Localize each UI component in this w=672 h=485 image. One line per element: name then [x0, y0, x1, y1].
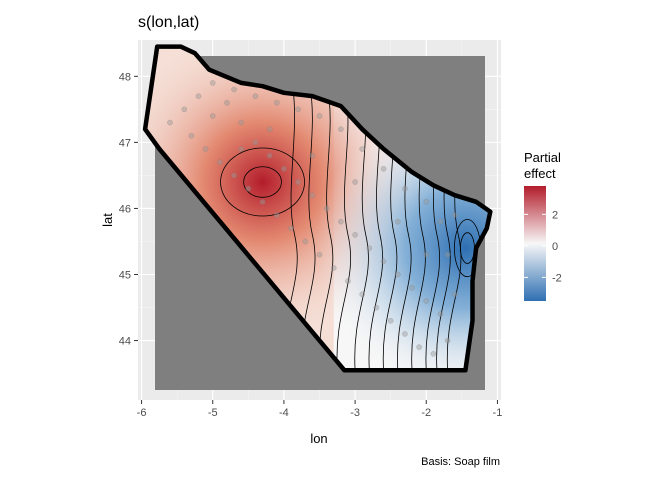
observation-point: [195, 93, 202, 99]
legend-title-line-2: effect: [524, 166, 556, 181]
y-tick-label: 46: [119, 203, 131, 215]
observation-point: [409, 284, 415, 291]
observation-point: [281, 165, 287, 172]
x-tick-label: -1: [493, 407, 503, 419]
surface-low: [315, 98, 491, 371]
observation-point: [380, 258, 387, 265]
observation-point: [252, 139, 259, 146]
observation-point: [238, 146, 245, 152]
observation-point: [423, 198, 430, 205]
observation-points: [167, 80, 458, 357]
observation-point: [451, 212, 458, 218]
legend-tick-label: -2: [552, 272, 562, 284]
observation-point: [345, 278, 351, 284]
observation-point: [181, 106, 188, 113]
x-tick-label: -2: [421, 407, 431, 419]
observation-point: [309, 192, 316, 199]
observation-point: [338, 218, 344, 225]
observation-point: [380, 165, 387, 172]
observation-point: [394, 218, 401, 225]
observation-point: [209, 113, 216, 119]
observation-point: [302, 238, 309, 245]
observation-point: [167, 119, 173, 126]
observation-point: [437, 218, 444, 225]
observation-point: [224, 99, 230, 106]
y-tick-label: 44: [119, 336, 131, 348]
legend-tick-label: 2: [552, 209, 558, 221]
observation-point: [416, 344, 422, 351]
boundary-outline: [142, 44, 493, 373]
observation-point: [252, 93, 259, 99]
x-tick-label: -5: [208, 407, 218, 419]
observation-point: [402, 185, 408, 192]
x-axis-label: lon: [310, 431, 327, 446]
contour-high: [243, 166, 282, 198]
legend: Partial effect 2 0 -2: [524, 150, 562, 301]
legend-colorbar: [524, 186, 546, 301]
observation-point: [444, 251, 451, 258]
observation-point: [394, 271, 401, 278]
x-axis: -6 -5 -4 -3 -2 -1: [137, 400, 503, 419]
legend-title-line-1: Partial: [524, 150, 561, 165]
observation-point: [338, 126, 344, 133]
observation-point: [330, 265, 337, 271]
observation-point: [266, 126, 273, 133]
chart-title: s(lon,lat): [138, 14, 199, 31]
observation-point: [402, 331, 408, 337]
observation-point: [323, 205, 330, 212]
observation-point: [430, 350, 437, 357]
observation-point: [295, 179, 301, 185]
observation-point: [309, 152, 316, 159]
y-tick-label: 48: [119, 71, 131, 83]
observation-point: [316, 251, 323, 258]
observation-point: [316, 113, 323, 119]
contour-band: [318, 84, 334, 371]
observation-point: [273, 99, 280, 106]
y-tick-label: 47: [119, 137, 131, 149]
observation-point: [352, 179, 358, 185]
x-tick-label: -6: [137, 407, 147, 419]
y-axis-label: lat: [100, 213, 115, 227]
contour-high: [220, 147, 305, 217]
observation-point: [238, 119, 245, 126]
observation-point: [266, 152, 273, 159]
observation-point: [188, 132, 195, 139]
contour-band: [336, 88, 352, 371]
observation-point: [444, 337, 451, 344]
observation-point: [273, 212, 280, 218]
observation-point: [437, 311, 444, 317]
observation-point: [245, 185, 252, 192]
observation-point: [373, 304, 380, 311]
observation-point: [423, 251, 430, 258]
observation-point: [451, 291, 458, 298]
y-tick-label: 45: [119, 269, 131, 281]
observation-point: [288, 225, 294, 232]
caption: Basis: Soap film: [421, 456, 500, 468]
observation-point: [387, 317, 394, 324]
legend-tick-label: 0: [552, 241, 558, 253]
observation-point: [352, 232, 358, 238]
observation-point: [231, 172, 237, 179]
x-tick-label: -4: [279, 407, 289, 419]
observation-point: [366, 245, 373, 251]
x-tick-label: -3: [350, 407, 360, 419]
legend-ticks: 2 0 -2: [524, 209, 562, 284]
observation-point: [359, 146, 366, 152]
observation-point: [259, 198, 266, 205]
observation-point: [359, 291, 366, 298]
observation-point: [423, 298, 430, 304]
observation-point: [202, 146, 209, 152]
observation-point: [295, 106, 301, 113]
observation-point: [217, 159, 223, 166]
observation-point: [231, 86, 237, 93]
y-axis: 44 45 46 47 48: [119, 71, 138, 348]
observation-point: [209, 80, 216, 86]
